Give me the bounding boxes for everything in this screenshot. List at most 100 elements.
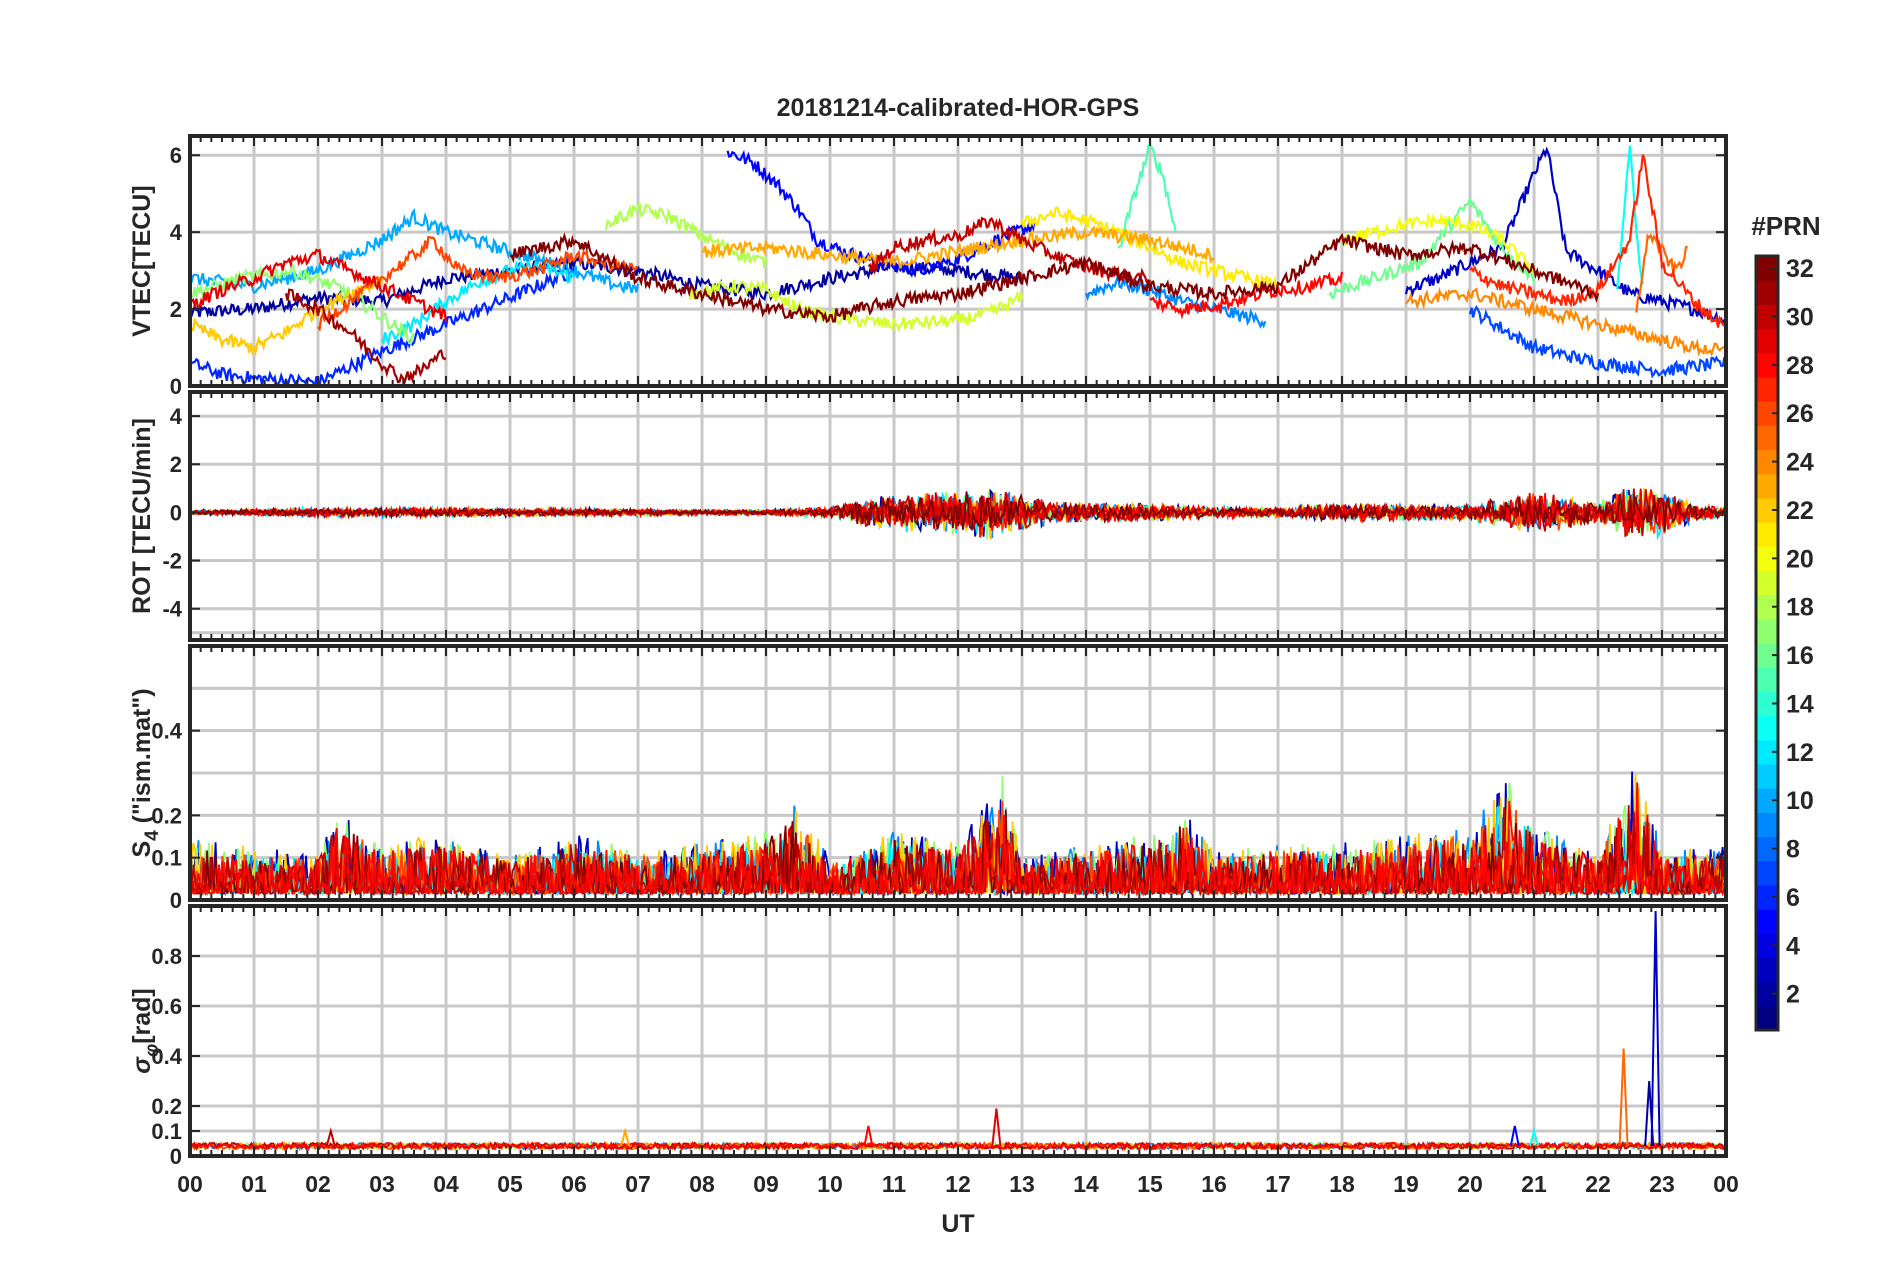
x-tick-label: 02 (305, 1171, 331, 1197)
y-tick-label: 2 (170, 452, 182, 477)
x-tick-label: 14 (1073, 1171, 1099, 1197)
colorbar-segment (1756, 497, 1778, 523)
y-tick-label: 2 (170, 297, 182, 322)
colorbar-tick-label: 6 (1786, 884, 1800, 912)
colorbar-segment (1756, 788, 1778, 813)
colorbar-tick-label: 28 (1786, 352, 1814, 380)
vtec-series-prn-32 (509, 232, 1600, 324)
vtec-series-prn-23 (701, 224, 1215, 269)
sigma-phi-spike (1529, 1127, 1539, 1147)
vtec-series-prn-28 (1149, 271, 1344, 320)
colorbar-tick-label: 12 (1786, 739, 1814, 767)
x-tick-label: 09 (753, 1171, 779, 1197)
y-axis-label: ROT [TECU/min] (128, 418, 156, 614)
x-tick-label: 01 (241, 1171, 267, 1197)
vtec-series-prn-20 (1340, 212, 1535, 275)
colorbar-segment (1756, 884, 1778, 910)
colorbar-segment (1756, 546, 1778, 572)
colorbar-segment (1756, 957, 1778, 983)
colorbar-segment (1756, 473, 1778, 499)
vtec-series-prn-30 (867, 216, 1152, 286)
panel-frame (188, 644, 1728, 902)
colorbar-segment (1756, 691, 1778, 717)
vtec-series-prn-25 (1635, 233, 1688, 313)
y-tick-label: 0.1 (151, 846, 182, 871)
vtec-series-prn-29 (190, 248, 448, 323)
colorbar-segment (1756, 376, 1778, 402)
x-tick-label: 04 (433, 1171, 459, 1197)
colorbar-segment (1756, 763, 1778, 789)
vtec-series-prn-31 (284, 288, 447, 386)
colorbar-segment (1756, 425, 1778, 451)
x-tick-label: 21 (1521, 1171, 1547, 1197)
colorbar-segment (1756, 352, 1778, 378)
panel-vtec: 0 2 4 6 VTEC[TECU] (128, 134, 1728, 399)
x-tick-label: 22 (1585, 1171, 1611, 1197)
colorbar-segment (1756, 280, 1778, 305)
y-tick-label: 0.2 (151, 803, 182, 828)
vtec-series-prn-27 (1469, 154, 1726, 333)
colorbar-segment (1756, 594, 1778, 620)
vtec-series-prn-19 (688, 279, 1024, 332)
colorbar-segment (1756, 570, 1778, 596)
colorbar-segment (1756, 449, 1778, 475)
y-tick-label: 0 (170, 500, 182, 525)
colorbar-segment (1756, 256, 1778, 281)
x-tick-label: 23 (1649, 1171, 1675, 1197)
colorbar-segment (1756, 836, 1778, 862)
colorbar-segment (1756, 933, 1778, 959)
panel-rot: -4 -2 0 2 4 ROT [TECU/min] (128, 390, 1728, 642)
colorbar-segment (1756, 401, 1778, 426)
x-tick-label: 07 (625, 1171, 651, 1197)
colorbar-tick-label: 20 (1786, 545, 1814, 573)
x-tick-label: 06 (561, 1171, 587, 1197)
colorbar-segment (1756, 909, 1778, 934)
x-tick-label: 00 (177, 1171, 203, 1197)
colorbar-segment (1756, 715, 1778, 741)
vtec-series-prn-26 (317, 235, 639, 332)
y-tick-label: 0 (170, 374, 182, 399)
sigma-phi-spike (1618, 1048, 1629, 1147)
y-tick-label: 0.6 (151, 994, 182, 1019)
colorbar-segment (1756, 860, 1778, 886)
panel-frame (188, 134, 1728, 388)
y-tick-label: 0 (170, 888, 182, 913)
x-tick-label: 05 (497, 1171, 523, 1197)
colorbar-segment (1756, 618, 1778, 644)
colorbar-tick-label: 24 (1786, 449, 1814, 477)
y-tick-label: 0.1 (151, 1119, 182, 1144)
x-tick-label: 12 (945, 1171, 971, 1197)
x-tick-label: 20 (1457, 1171, 1483, 1197)
y-tick-label: 4 (170, 404, 183, 429)
vtec-series-prn-24 (1405, 286, 1726, 357)
y-tick-label: 0.2 (151, 1094, 182, 1119)
colorbar-tick-label: 26 (1786, 400, 1814, 428)
colorbar-frame (1754, 254, 1780, 1032)
vtec-series-prn-15 (1117, 142, 1177, 249)
y-tick-label: -2 (162, 549, 182, 574)
x-axis: 00 01 02 03 04 05 06 07 08 09 10 11 12 13 14 15 16 17 18 19… (177, 1171, 1739, 1197)
sigma-phi-spike (991, 1108, 1002, 1147)
vtec-series-prn-18 (604, 202, 768, 269)
colorbar-tick-label: 16 (1786, 642, 1814, 670)
colorbar-tick-label: 10 (1786, 787, 1814, 815)
x-tick-label: 08 (689, 1171, 715, 1197)
y-tick-label: 0.4 (151, 1044, 182, 1069)
colorbar-segment (1756, 981, 1778, 1007)
data-layer (190, 487, 1726, 541)
x-tick-label: 19 (1393, 1171, 1419, 1197)
data-layer (190, 142, 1726, 386)
colorbar-tick-label: 4 (1786, 932, 1800, 960)
panel-frame (188, 904, 1728, 1158)
x-tick-label: 17 (1265, 1171, 1291, 1197)
y-tick-label: 4 (170, 220, 183, 245)
x-tick-label: 13 (1009, 1171, 1035, 1197)
vtec-series-prn-10 (190, 207, 640, 295)
colorbar-segment (1756, 328, 1778, 354)
vtec-series-prn-17 (190, 263, 415, 345)
sigma-phi-spike (1650, 910, 1661, 1147)
x-axis-label: UT (941, 1210, 974, 1238)
y-tick-label: 0 (170, 1144, 182, 1169)
sigma-phi-spike (325, 1127, 336, 1147)
